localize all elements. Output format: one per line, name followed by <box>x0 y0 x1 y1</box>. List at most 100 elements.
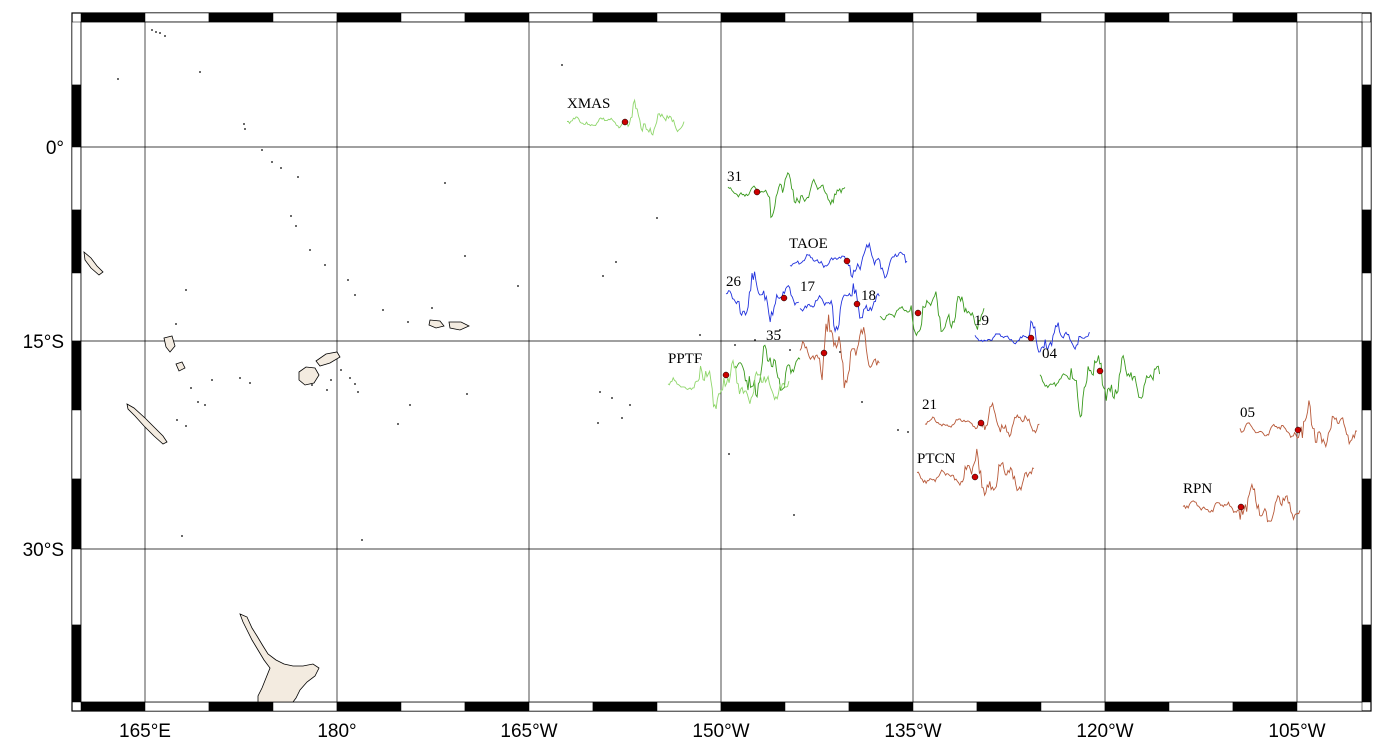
station-label-04: 04 <box>1042 346 1058 362</box>
station-marker-green-135w[interactable] <box>914 309 922 317</box>
station-marker-21[interactable] <box>977 419 985 427</box>
landmasses <box>83 251 470 703</box>
station-marker-xmas[interactable] <box>621 118 629 126</box>
frame-segment <box>784 701 850 712</box>
trace-pptf <box>667 359 790 410</box>
islet <box>347 279 349 281</box>
trace-35 <box>734 344 801 399</box>
frame-segment <box>1104 701 1170 712</box>
islet <box>190 387 192 389</box>
trace-31 <box>727 172 846 219</box>
frame-segment <box>71 272 82 342</box>
station-marker-taoe[interactable] <box>843 257 851 265</box>
frame-segment <box>1168 12 1234 23</box>
frame-segment <box>1168 701 1234 712</box>
islet <box>397 423 399 425</box>
islet <box>117 78 119 80</box>
frame-segment <box>720 12 786 23</box>
frame-segment <box>528 701 594 712</box>
frame-segment <box>1361 272 1372 342</box>
station-marker-35[interactable] <box>820 349 828 357</box>
islet <box>382 309 384 311</box>
islet <box>734 344 736 346</box>
new-zealand-north-island <box>239 613 320 703</box>
fiji-viti-levu <box>298 366 320 386</box>
station-marker-05[interactable] <box>1294 426 1302 434</box>
station-marker-04[interactable] <box>1096 367 1104 375</box>
islet <box>754 339 756 341</box>
islet <box>151 29 153 31</box>
islet <box>199 71 201 73</box>
frame-segment <box>592 12 658 23</box>
waveform-traces <box>566 98 1358 523</box>
islet <box>211 379 213 381</box>
lat-label-0: 0° <box>46 138 64 159</box>
islet <box>185 289 187 291</box>
trace-taoe <box>789 241 908 279</box>
islet <box>354 383 356 385</box>
station-label-xmas: XMAS <box>567 96 610 112</box>
station-marker-pptf[interactable] <box>722 371 730 379</box>
lon-label-180: 180° <box>317 721 356 742</box>
frame-segment <box>1361 209 1372 274</box>
station-marker-19[interactable] <box>1027 334 1035 342</box>
station-marker-18[interactable] <box>853 300 861 308</box>
lon-label-165w: 165°W <box>500 721 557 742</box>
islet <box>340 369 342 371</box>
station-label-rpn: RPN <box>1183 481 1212 497</box>
islet <box>907 431 909 433</box>
station-label-18: 18 <box>861 288 876 304</box>
station-marker-31[interactable] <box>753 188 761 196</box>
islet <box>897 429 899 431</box>
islet <box>261 149 263 151</box>
station-marker-rpn[interactable] <box>1237 503 1245 511</box>
frame-segment <box>272 12 338 23</box>
islet <box>431 307 433 309</box>
vanuatu-efate <box>175 361 186 372</box>
station-label-31: 31 <box>727 169 742 185</box>
frame-segment <box>1361 478 1372 550</box>
frame-segment <box>1361 624 1372 703</box>
islet <box>464 255 466 257</box>
lon-label-165e: 165°E <box>119 721 171 742</box>
frame-segment <box>848 12 914 23</box>
frame-segment <box>71 478 82 550</box>
islet <box>861 401 863 403</box>
frame-segment <box>1361 340 1372 411</box>
vanuatu-espiritu-santo <box>163 335 176 353</box>
frame-segment <box>71 340 82 411</box>
frame-segment <box>1104 12 1170 23</box>
station-label-21: 21 <box>922 397 937 413</box>
islet <box>239 377 241 379</box>
frame-segment <box>1361 146 1372 211</box>
islet <box>839 351 841 353</box>
islet <box>330 379 332 381</box>
frame-segment <box>71 624 82 703</box>
islet <box>290 215 292 217</box>
islet <box>324 264 326 266</box>
islet <box>244 128 246 130</box>
islet <box>611 397 613 399</box>
station-label-05: 05 <box>1240 405 1255 421</box>
samoa <box>448 321 470 331</box>
islet <box>155 31 157 33</box>
islet <box>326 389 328 391</box>
frame-segment <box>784 12 850 23</box>
frame-segment <box>400 701 466 712</box>
islet <box>699 334 701 336</box>
trace-19 <box>974 320 1090 353</box>
frame-segment <box>1040 701 1106 712</box>
lat-label-15s: 15°S <box>23 332 64 353</box>
islet <box>361 539 363 541</box>
station-marker-26[interactable] <box>780 294 788 302</box>
station-marker-ptcn[interactable] <box>971 473 979 481</box>
frame-segment <box>720 701 786 712</box>
frame-segment <box>208 701 274 712</box>
islet <box>280 167 282 169</box>
frame-segment <box>71 84 82 148</box>
islet <box>357 391 359 393</box>
small-islands <box>117 29 909 541</box>
islet <box>295 225 297 227</box>
islet <box>185 425 187 427</box>
frame-segment <box>1361 84 1372 148</box>
